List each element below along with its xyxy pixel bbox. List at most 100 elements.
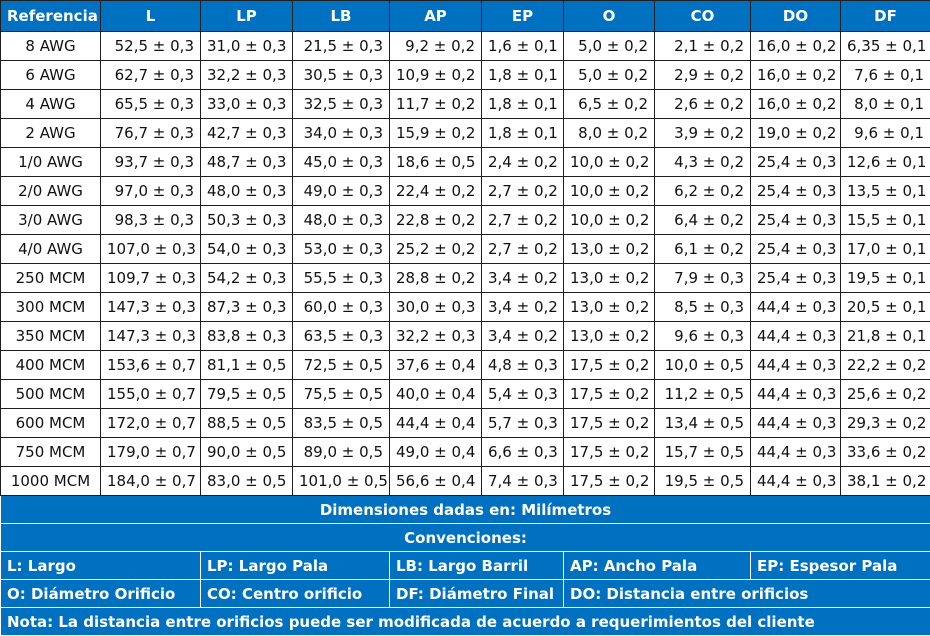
dimension-cell-l: 179,0 ± 0,7 xyxy=(100,437,201,467)
dimension-cell-df: 38,1 ± 0,2 xyxy=(840,466,930,496)
dimension-cell-o: 10,0 ± 0,2 xyxy=(563,205,655,235)
dimension-cell-l: 153,6 ± 0,7 xyxy=(100,350,201,380)
column-header-do: DO xyxy=(750,0,841,32)
reference-cell: 300 MCM xyxy=(0,292,101,322)
dimension-cell-co: 7,9 ± 0,3 xyxy=(654,263,751,293)
table-footer: Dimensiones dadas en: Milímetros Convenc… xyxy=(0,495,930,636)
dimension-cell-co: 11,2 ± 0,5 xyxy=(654,379,751,409)
column-header-l: L xyxy=(100,0,201,32)
dimension-cell-ep: 1,8 ± 0,1 xyxy=(481,89,564,119)
dimension-cell-ap: 18,6 ± 0,5 xyxy=(389,147,482,177)
convention-ap: AP: Ancho Pala xyxy=(563,551,751,580)
dimension-cell-df: 17,0 ± 0,1 xyxy=(840,234,930,264)
dimension-cell-lb: 21,5 ± 0,3 xyxy=(292,31,390,61)
dimension-cell-co: 4,3 ± 0,2 xyxy=(654,147,751,177)
dimension-cell-do: 44,4 ± 0,3 xyxy=(750,466,841,496)
dimension-cell-o: 17,5 ± 0,2 xyxy=(563,350,655,380)
convention-lb: LB: Largo Barril xyxy=(389,551,564,580)
reference-cell: 4/0 AWG xyxy=(0,234,101,264)
dimension-cell-ap: 32,2 ± 0,3 xyxy=(389,321,482,351)
dimension-cell-ep: 3,4 ± 0,2 xyxy=(481,263,564,293)
reference-cell: 6 AWG xyxy=(0,60,101,90)
dimension-cell-df: 22,2 ± 0,2 xyxy=(840,350,930,380)
dimension-cell-lb: 30,5 ± 0,3 xyxy=(292,60,390,90)
reference-cell: 600 MCM xyxy=(0,408,101,438)
header-row: Referencia L LP LB AP EP O CO DO DF xyxy=(0,0,930,32)
dimension-cell-df: 19,5 ± 0,1 xyxy=(840,263,930,293)
dimension-cell-l: 172,0 ± 0,7 xyxy=(100,408,201,438)
dimension-cell-o: 17,5 ± 0,2 xyxy=(563,437,655,467)
table-row: 4 AWG 65,5 ± 0,3 33,0 ± 0,3 32,5 ± 0,3 11,7 … xyxy=(0,89,930,119)
dimension-cell-do: 44,4 ± 0,3 xyxy=(750,408,841,438)
dimension-cell-lb: 101,0 ± 0,5 xyxy=(292,466,390,496)
table-header: Referencia L LP LB AP EP O CO DO DF xyxy=(0,0,930,32)
dimension-cell-ep: 1,8 ± 0,1 xyxy=(481,60,564,90)
dimension-cell-ep: 1,8 ± 0,1 xyxy=(481,118,564,148)
dimension-cell-do: 25,4 ± 0,3 xyxy=(750,205,841,235)
dimension-cell-lp: 54,0 ± 0,3 xyxy=(200,234,293,264)
dimension-cell-l: 155,0 ± 0,7 xyxy=(100,379,201,409)
dimension-cell-lb: 63,5 ± 0,3 xyxy=(292,321,390,351)
dimension-cell-ep: 2,7 ± 0,2 xyxy=(481,205,564,235)
dimension-cell-ap: 49,0 ± 0,4 xyxy=(389,437,482,467)
table-row: 600 MCM 172,0 ± 0,7 88,5 ± 0,5 83,5 ± 0,5 44… xyxy=(0,408,930,438)
dimension-cell-lb: 72,5 ± 0,5 xyxy=(292,350,390,380)
dimension-cell-l: 52,5 ± 0,3 xyxy=(100,31,201,61)
dimension-cell-o: 17,5 ± 0,2 xyxy=(563,379,655,409)
dimension-cell-lp: 90,0 ± 0,5 xyxy=(200,437,293,467)
dimension-cell-ap: 9,2 ± 0,2 xyxy=(389,31,482,61)
dimension-cell-lp: 48,0 ± 0,3 xyxy=(200,176,293,206)
table-row: 6 AWG 62,7 ± 0,3 32,2 ± 0,3 30,5 ± 0,3 10,9 … xyxy=(0,60,930,90)
dimension-cell-ap: 56,6 ± 0,4 xyxy=(389,466,482,496)
dimension-cell-l: 97,0 ± 0,3 xyxy=(100,176,201,206)
dimension-cell-l: 76,7 ± 0,3 xyxy=(100,118,201,148)
dimension-cell-ep: 2,7 ± 0,2 xyxy=(481,234,564,264)
dimension-cell-o: 17,5 ± 0,2 xyxy=(563,466,655,496)
dimension-cell-o: 10,0 ± 0,2 xyxy=(563,147,655,177)
dimension-cell-lp: 31,0 ± 0,3 xyxy=(200,31,293,61)
dimension-cell-df: 15,5 ± 0,1 xyxy=(840,205,930,235)
dimension-cell-df: 33,6 ± 0,2 xyxy=(840,437,930,467)
table-row: 3/0 AWG 98,3 ± 0,3 50,3 ± 0,3 48,0 ± 0,3 22,… xyxy=(0,205,930,235)
dimension-cell-do: 44,4 ± 0,3 xyxy=(750,379,841,409)
column-header-df: DF xyxy=(840,0,930,32)
dimension-cell-o: 17,5 ± 0,2 xyxy=(563,408,655,438)
dimension-cell-o: 5,0 ± 0,2 xyxy=(563,31,655,61)
units-note: Dimensiones dadas en: Milímetros xyxy=(0,495,930,524)
dimension-cell-lp: 87,3 ± 0,3 xyxy=(200,292,293,322)
convention-l: L: Largo xyxy=(0,551,201,580)
dimension-cell-ep: 6,6 ± 0,3 xyxy=(481,437,564,467)
reference-cell: 350 MCM xyxy=(0,321,101,351)
dimension-cell-ep: 7,4 ± 0,3 xyxy=(481,466,564,496)
dimension-cell-ap: 37,6 ± 0,4 xyxy=(389,350,482,380)
convention-co: CO: Centro orificio xyxy=(200,579,390,608)
dimension-cell-lb: 89,0 ± 0,5 xyxy=(292,437,390,467)
table-row: 2 AWG 76,7 ± 0,3 42,7 ± 0,3 34,0 ± 0,3 15,9 … xyxy=(0,118,930,148)
dimension-cell-co: 19,5 ± 0,5 xyxy=(654,466,751,496)
dimension-cell-o: 10,0 ± 0,2 xyxy=(563,176,655,206)
dimension-cell-do: 16,0 ± 0,2 xyxy=(750,31,841,61)
dimension-cell-l: 147,3 ± 0,3 xyxy=(100,321,201,351)
dimension-cell-lb: 49,0 ± 0,3 xyxy=(292,176,390,206)
reference-cell: 4 AWG xyxy=(0,89,101,119)
dimension-cell-ap: 28,8 ± 0,2 xyxy=(389,263,482,293)
dimension-cell-co: 15,7 ± 0,5 xyxy=(654,437,751,467)
dimension-cell-df: 21,8 ± 0,1 xyxy=(840,321,930,351)
dimension-cell-o: 13,0 ± 0,2 xyxy=(563,234,655,264)
table-row: 400 MCM 153,6 ± 0,7 81,1 ± 0,5 72,5 ± 0,5 37… xyxy=(0,350,930,380)
dimension-cell-ep: 3,4 ± 0,2 xyxy=(481,292,564,322)
dimension-cell-ep: 2,7 ± 0,2 xyxy=(481,176,564,206)
dimension-cell-df: 29,3 ± 0,2 xyxy=(840,408,930,438)
conventions-title: Convenciones: xyxy=(0,523,930,552)
dimension-cell-lb: 45,0 ± 0,3 xyxy=(292,147,390,177)
convention-lp: LP: Largo Pala xyxy=(200,551,390,580)
dimension-cell-l: 184,0 ± 0,7 xyxy=(100,466,201,496)
dimension-cell-lp: 42,7 ± 0,3 xyxy=(200,118,293,148)
dimension-cell-ap: 22,4 ± 0,2 xyxy=(389,176,482,206)
dimension-cell-co: 2,1 ± 0,2 xyxy=(654,31,751,61)
dimension-cell-df: 13,5 ± 0,1 xyxy=(840,176,930,206)
dimension-cell-do: 44,4 ± 0,3 xyxy=(750,350,841,380)
column-header-lp: LP xyxy=(200,0,293,32)
reference-cell: 500 MCM xyxy=(0,379,101,409)
